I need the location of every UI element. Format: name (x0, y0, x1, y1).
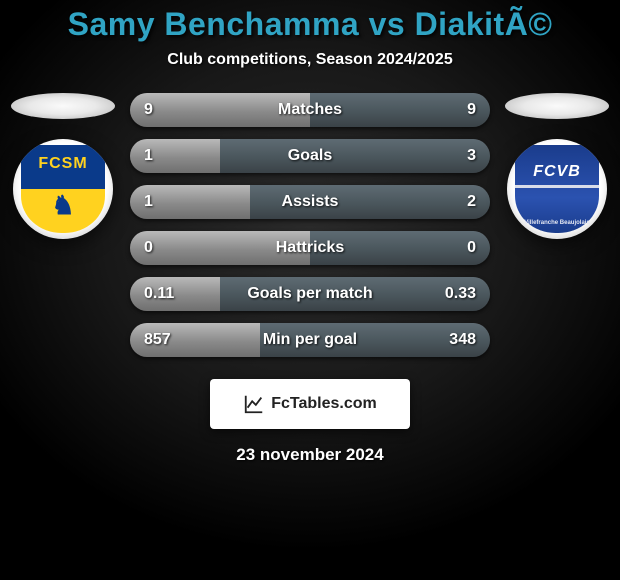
subtitle: Club competitions, Season 2024/2025 (0, 51, 620, 69)
bar-value-right: 0.33 (431, 277, 490, 311)
metric-bar: 13Goals (130, 139, 490, 173)
comparison-card: Samy Benchamma vs DiakitÃ© Club competit… (0, 0, 620, 465)
metric-bar: 00Hattricks (130, 231, 490, 265)
bar-value-left: 0.11 (130, 277, 188, 311)
bar-value-right: 3 (453, 139, 490, 173)
crest-stripe (515, 185, 599, 188)
lion-icon: ♞ (51, 190, 74, 221)
metric-bar: 0.110.33Goals per match (130, 277, 490, 311)
title-text: Samy Benchamma vs DiakitÃ© (68, 6, 553, 42)
chart-icon (243, 393, 265, 415)
date-label: 23 november 2024 (0, 445, 620, 465)
bar-value-right: 9 (453, 93, 490, 127)
bar-value-left: 1 (130, 139, 167, 173)
avatar-shadow-right (505, 93, 609, 119)
bar-value-left: 9 (130, 93, 167, 127)
bar-value-left: 1 (130, 185, 167, 219)
page-title: Samy Benchamma vs DiakitÃ© (0, 6, 620, 43)
bar-value-right: 348 (435, 323, 490, 357)
attribution-text: FcTables.com (271, 395, 377, 413)
compare-row: FCSM ♞ 99Matches13Goals12Assists00Hattri… (0, 93, 620, 357)
club-crest-left: FCSM ♞ (13, 139, 113, 239)
club-crest-right: FCVB Villefranche Beaujolais (507, 139, 607, 239)
club-abbr-right: FCVB (533, 163, 581, 181)
club-abbr-left: FCSM (38, 155, 87, 173)
bar-value-right: 2 (453, 185, 490, 219)
club-crest-left-inner: FCSM ♞ (21, 145, 105, 233)
metric-bars: 99Matches13Goals12Assists00Hattricks0.11… (130, 93, 490, 357)
metric-bar: 12Assists (130, 185, 490, 219)
bar-fill-right (220, 139, 490, 173)
bar-value-left: 0 (130, 231, 167, 265)
bar-value-right: 0 (453, 231, 490, 265)
metric-bar: 99Matches (130, 93, 490, 127)
player-left-column: FCSM ♞ (10, 93, 116, 239)
club-crest-right-inner: FCVB Villefranche Beaujolais (515, 145, 599, 233)
player-right-column: FCVB Villefranche Beaujolais (504, 93, 610, 239)
club-sub-right: Villefranche Beaujolais (523, 220, 590, 227)
avatar-shadow-left (11, 93, 115, 119)
metric-bar: 857348Min per goal (130, 323, 490, 357)
bar-value-left: 857 (130, 323, 185, 357)
attribution-link[interactable]: FcTables.com (210, 379, 410, 429)
